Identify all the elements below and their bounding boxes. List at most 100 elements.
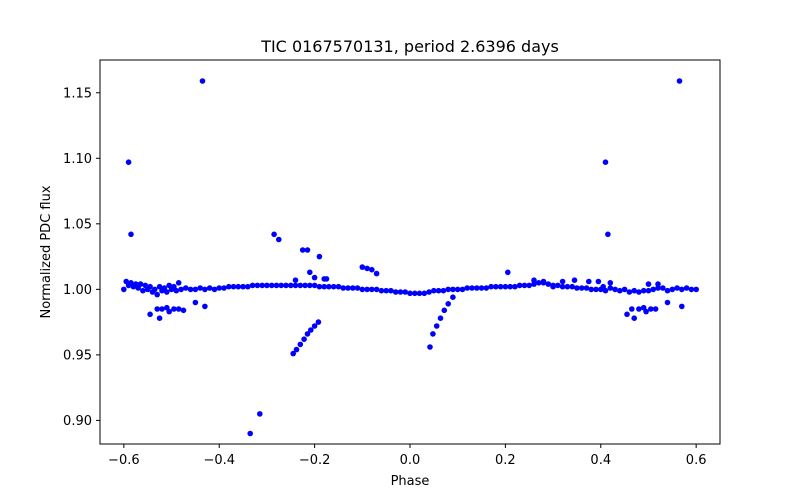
data-point xyxy=(531,281,537,287)
data-point xyxy=(605,231,611,238)
data-point xyxy=(631,287,637,294)
data-point xyxy=(240,283,246,290)
data-point xyxy=(564,283,571,290)
data-point xyxy=(264,282,270,289)
data-point xyxy=(299,247,306,253)
data-point xyxy=(302,282,308,289)
data-point xyxy=(469,285,475,291)
data-point xyxy=(316,283,323,290)
data-point xyxy=(445,301,452,307)
data-point xyxy=(426,289,432,295)
data-point xyxy=(315,319,322,325)
data-point xyxy=(505,269,511,276)
data-point xyxy=(536,280,542,286)
data-point xyxy=(578,285,585,291)
data-point xyxy=(502,283,509,290)
data-point xyxy=(521,282,528,289)
data-point xyxy=(392,289,399,295)
data-point xyxy=(316,253,323,260)
data-point xyxy=(636,306,642,312)
data-point xyxy=(550,283,556,290)
data-point xyxy=(245,283,251,290)
y-tick-label: 0.90 xyxy=(63,414,92,429)
data-point xyxy=(648,306,654,312)
data-point xyxy=(431,287,437,294)
x-tick-label: 0.6 xyxy=(686,453,707,468)
data-point xyxy=(488,283,494,290)
chart-title: TIC 0167570131, period 2.6396 days xyxy=(260,37,559,56)
data-point xyxy=(364,265,370,272)
data-point xyxy=(478,285,485,291)
data-point xyxy=(545,281,552,287)
data-point xyxy=(152,286,158,293)
data-point xyxy=(311,282,318,289)
data-point xyxy=(693,286,699,293)
data-point xyxy=(652,306,659,312)
data-point xyxy=(192,299,199,306)
data-point xyxy=(655,281,661,287)
data-point xyxy=(679,303,685,310)
data-point xyxy=(645,287,652,294)
data-point xyxy=(664,287,671,294)
data-point xyxy=(292,282,299,289)
data-point xyxy=(187,286,194,293)
x-axis: −0.6 −0.4 −0.2 0.0 0.2 0.4 0.6 xyxy=(108,444,706,468)
data-point xyxy=(259,282,266,289)
data-point xyxy=(621,286,628,293)
data-point xyxy=(247,430,253,437)
data-point xyxy=(154,306,160,312)
data-point xyxy=(364,286,370,293)
data-point xyxy=(416,290,423,297)
y-tick-label: 1.00 xyxy=(63,283,92,298)
data-point xyxy=(660,285,666,291)
data-point xyxy=(421,290,428,297)
x-tick-label: 0.2 xyxy=(495,453,516,468)
data-point xyxy=(507,283,513,290)
data-point xyxy=(595,278,602,285)
points-layer xyxy=(121,78,699,437)
data-point xyxy=(249,282,256,289)
data-point xyxy=(304,331,311,337)
data-point xyxy=(674,285,680,291)
data-point xyxy=(383,287,390,294)
data-point xyxy=(137,281,144,287)
data-point xyxy=(602,159,609,165)
data-point xyxy=(688,286,695,293)
data-point xyxy=(427,344,433,350)
data-point xyxy=(643,308,649,315)
data-point xyxy=(516,282,523,289)
data-point xyxy=(359,286,366,293)
data-point xyxy=(311,323,318,329)
data-point xyxy=(640,287,647,294)
data-point xyxy=(555,282,561,289)
data-point xyxy=(159,306,165,312)
x-tick-label: 0.4 xyxy=(590,453,611,468)
data-point xyxy=(202,303,208,310)
data-point xyxy=(301,336,307,343)
data-point xyxy=(326,283,332,290)
data-point xyxy=(593,286,599,293)
data-point xyxy=(297,282,304,289)
data-point xyxy=(612,286,618,293)
y-tick-label: 1.10 xyxy=(63,152,92,167)
data-point xyxy=(636,289,642,295)
data-point xyxy=(221,285,227,291)
data-point xyxy=(268,282,275,289)
data-point xyxy=(354,285,361,291)
data-point xyxy=(669,286,676,293)
x-axis-label: Phase xyxy=(391,474,430,489)
data-point xyxy=(206,285,213,291)
data-point xyxy=(290,350,297,357)
data-point xyxy=(602,287,609,294)
data-point xyxy=(493,283,499,290)
data-point xyxy=(373,270,380,277)
data-point xyxy=(197,285,203,291)
data-point xyxy=(531,277,537,284)
data-point xyxy=(588,286,594,293)
data-point xyxy=(271,231,277,238)
data-point xyxy=(254,282,261,289)
data-point xyxy=(173,287,180,294)
y-axis-label: Normalized PDC flux xyxy=(39,185,54,318)
